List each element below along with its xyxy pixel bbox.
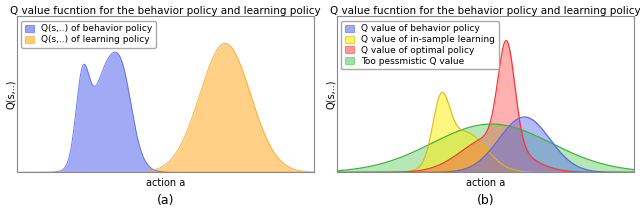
Y-axis label: Q(s,..): Q(s,..) <box>326 80 335 109</box>
Title: Q value fucntion for the behavior policy and learning policy: Q value fucntion for the behavior policy… <box>10 6 321 16</box>
Text: (b): (b) <box>477 194 495 207</box>
Title: Q value fucntion for the behavior policy and learning policy: Q value fucntion for the behavior policy… <box>330 6 640 16</box>
Legend: Q value of behavior policy, Q value of in-sample learning, Q value of optimal po: Q value of behavior policy, Q value of i… <box>342 21 499 70</box>
X-axis label: action a: action a <box>466 178 506 188</box>
X-axis label: action a: action a <box>146 178 186 188</box>
Legend: Q(s,..) of behavior policy, Q(s,..) of learning policy: Q(s,..) of behavior policy, Q(s,..) of l… <box>22 21 156 48</box>
Text: (a): (a) <box>157 194 175 207</box>
Y-axis label: Q(s,..): Q(s,..) <box>6 80 15 109</box>
